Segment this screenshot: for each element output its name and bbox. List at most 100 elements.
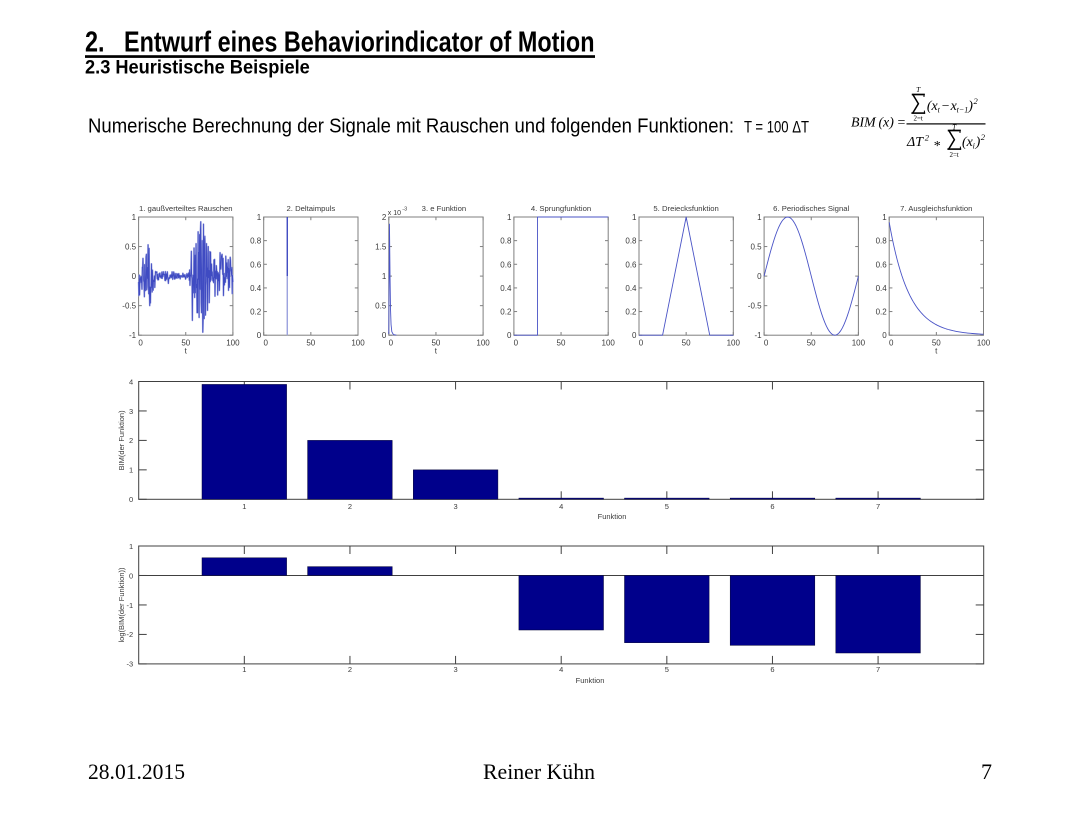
svg-text:BIM (x) =: BIM (x) =	[851, 115, 906, 130]
svg-text:2: 2	[382, 213, 387, 222]
svg-text:0.5: 0.5	[750, 243, 762, 252]
svg-text:Numerische Berechnung der Sign: Numerische Berechnung der Signale mit Ra…	[88, 116, 734, 138]
svg-text:0.2: 0.2	[250, 308, 262, 317]
svg-text:t: t	[435, 347, 438, 356]
svg-text:7: 7	[876, 502, 880, 511]
svg-text:100: 100	[351, 339, 365, 348]
svg-text:0.2: 0.2	[625, 308, 637, 317]
svg-text:4: 4	[129, 377, 133, 386]
svg-text:x: x	[950, 99, 958, 114]
svg-text:0: 0	[257, 331, 262, 340]
svg-text:100: 100	[727, 339, 741, 348]
svg-text:0.2: 0.2	[500, 308, 512, 317]
svg-text:100: 100	[226, 339, 240, 348]
svg-text:2=t: 2=t	[949, 151, 958, 159]
svg-text:2: 2	[129, 436, 133, 445]
svg-text:0.6: 0.6	[876, 260, 888, 269]
svg-text:i: i	[973, 142, 975, 151]
svg-text:50: 50	[431, 339, 440, 348]
svg-text:): )	[967, 99, 973, 114]
svg-text:0.8: 0.8	[876, 237, 888, 246]
svg-text:0.6: 0.6	[500, 260, 512, 269]
svg-text:1: 1	[632, 213, 637, 222]
svg-text:7: 7	[876, 665, 880, 674]
svg-text:-1: -1	[754, 331, 762, 340]
svg-text:0: 0	[639, 339, 644, 348]
svg-text:Funktion: Funktion	[598, 512, 627, 521]
svg-text:0: 0	[129, 571, 133, 580]
svg-text:6: 6	[770, 502, 774, 511]
svg-text:(x: (x	[927, 99, 939, 114]
svg-text:6: 6	[770, 665, 774, 674]
svg-text:2: 2	[348, 665, 352, 674]
svg-text:2: 2	[348, 502, 352, 511]
svg-text:50: 50	[807, 339, 816, 348]
svg-text:4: 4	[559, 665, 563, 674]
svg-text:0.4: 0.4	[250, 284, 262, 293]
svg-text:1: 1	[257, 213, 262, 222]
svg-text:2: 2	[981, 132, 986, 142]
svg-text:2: 2	[925, 133, 930, 143]
svg-text:BIM(der Funktion): BIM(der Funktion)	[117, 410, 126, 471]
svg-text:0.5: 0.5	[375, 302, 387, 311]
svg-text:3: 3	[454, 502, 458, 511]
svg-text:0: 0	[382, 331, 387, 340]
svg-text:0: 0	[263, 339, 268, 348]
svg-text:0.8: 0.8	[250, 237, 262, 246]
svg-text:log(BIM(der Funktion)): log(BIM(der Funktion))	[117, 567, 126, 643]
svg-text:0: 0	[138, 339, 143, 348]
svg-text:5: 5	[665, 502, 669, 511]
svg-text:0: 0	[514, 339, 519, 348]
svg-text:28.01.2015: 28.01.2015	[88, 759, 185, 784]
svg-text:0.6: 0.6	[625, 260, 637, 269]
svg-text:100: 100	[476, 339, 490, 348]
svg-text:100: 100	[977, 339, 991, 348]
svg-text:0.2: 0.2	[876, 308, 888, 317]
svg-text:2. Deltaimpuls: 2. Deltaimpuls	[287, 204, 336, 213]
svg-text:*: *	[934, 139, 941, 154]
svg-text:-3: -3	[127, 660, 134, 669]
svg-text:100: 100	[602, 339, 616, 348]
svg-text:0: 0	[389, 339, 394, 348]
svg-text:0.8: 0.8	[500, 237, 512, 246]
svg-text:0.4: 0.4	[625, 284, 637, 293]
svg-text:7. Ausgleichsfunktion: 7. Ausgleichsfunktion	[900, 204, 972, 213]
svg-text:50: 50	[682, 339, 691, 348]
svg-text:4. Sprungfunktion: 4. Sprungfunktion	[531, 204, 591, 213]
svg-text:3: 3	[454, 665, 458, 674]
svg-text:100: 100	[852, 339, 866, 348]
svg-text:1: 1	[382, 272, 387, 281]
svg-text:): )	[975, 135, 981, 150]
svg-text:1: 1	[242, 502, 246, 511]
svg-text:7: 7	[981, 759, 992, 784]
svg-text:Reiner Kühn: Reiner Kühn	[483, 759, 595, 784]
svg-text:2=t: 2=t	[913, 115, 922, 123]
svg-text:(x: (x	[962, 135, 974, 150]
svg-text:1: 1	[129, 542, 133, 551]
svg-text:4: 4	[559, 502, 563, 511]
svg-text:1: 1	[757, 213, 762, 222]
svg-text:0: 0	[132, 272, 137, 281]
svg-text:2. Entwurf eines Behaviorind: 2. Entwurf eines Behaviorindicator of Mo…	[85, 27, 595, 59]
svg-text:0: 0	[889, 339, 894, 348]
svg-text:Funktion: Funktion	[576, 676, 605, 685]
svg-text:t: t	[185, 347, 188, 356]
svg-text:6. Periodisches Signal: 6. Periodisches Signal	[773, 204, 849, 213]
svg-text:0.5: 0.5	[125, 243, 137, 252]
svg-text:-2: -2	[127, 630, 134, 639]
svg-text:0: 0	[882, 331, 887, 340]
svg-text:1: 1	[882, 213, 887, 222]
svg-text:x 10: x 10	[388, 210, 401, 217]
svg-text:0: 0	[757, 272, 762, 281]
svg-text:t: t	[935, 347, 938, 356]
svg-text:2.3 Heuristische Beispiele: 2.3 Heuristische Beispiele	[85, 57, 310, 78]
svg-text:0: 0	[129, 495, 133, 504]
svg-text:0: 0	[507, 331, 512, 340]
svg-text:0.4: 0.4	[876, 284, 888, 293]
svg-text:50: 50	[306, 339, 315, 348]
svg-text:50: 50	[932, 339, 941, 348]
svg-text:1: 1	[242, 665, 246, 674]
svg-text:t−1: t−1	[957, 106, 969, 115]
svg-text:T: T	[916, 85, 921, 94]
svg-text:50: 50	[181, 339, 190, 348]
